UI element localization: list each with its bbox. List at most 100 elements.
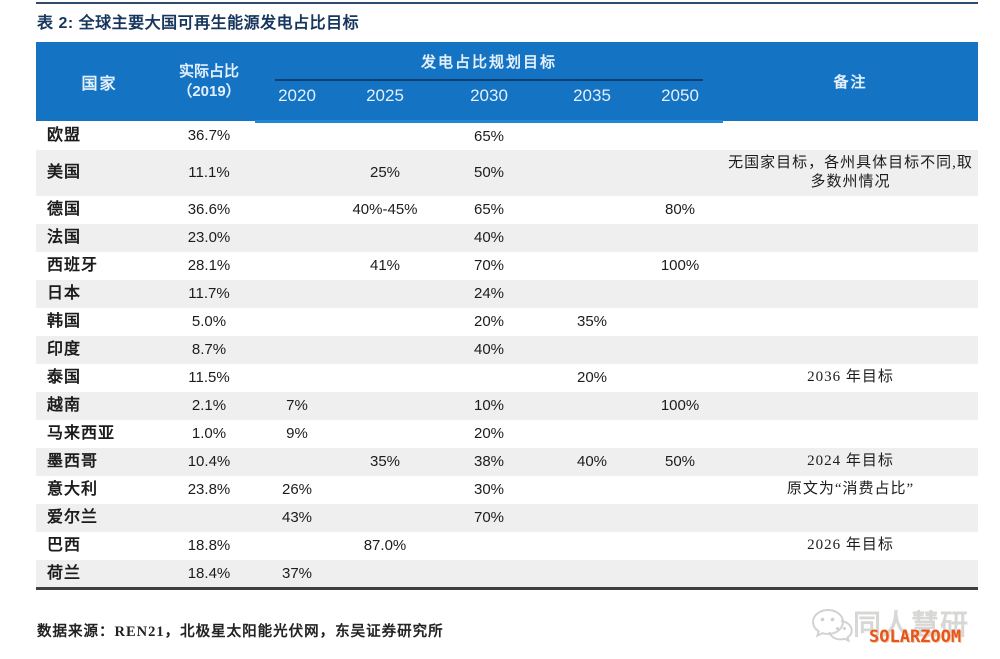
actual-share-cell: 5.0% [191,313,227,330]
target-2020-cell: 9% [286,425,308,442]
country-cell: 爱尔兰 [47,509,99,526]
table-row: 意大利 23.8% 26% 30% 原文为“消费占比” [36,476,978,504]
top-divider-rule [36,2,978,4]
country-cell: 美国 [47,164,82,181]
target-2025-cell: 35% [369,453,401,470]
target-2020-cell [255,364,339,392]
table-header: 国家 实际占比 （2019） 发电占比规划目标 备注 2020 2025 203… [36,42,978,123]
target-2030-cell: 24% [473,285,505,302]
target-2050-cell [637,336,723,364]
note-cell [723,559,978,590]
target-2035-cell [547,336,637,364]
table-row: 韩国 5.0% 20% 35% [36,308,978,336]
target-2050-cell [637,121,723,150]
table-row: 泰国 11.5% 20% 2036 年目标 [36,364,978,392]
country-cell: 法国 [47,229,82,246]
actual-share-cell: 23.0% [187,229,231,246]
target-2020-cell [255,121,339,150]
target-2035-cell [547,559,637,590]
target-2050-cell: 80% [664,201,696,218]
col-header-2035: 2035 [547,81,637,123]
country-cell: 韩国 [47,313,82,330]
target-2035-cell [547,476,637,504]
target-2050-cell [637,280,723,308]
note-cell: 2026 年目标 [807,537,894,553]
wechat-icon [811,608,853,643]
actual-share-cell [163,504,255,532]
target-2050-cell [637,532,723,560]
watermark: 同人慧研 SOLARZOOM [811,601,986,653]
note-cell: 2036 年目标 [807,369,894,385]
table-row: 越南 2.1% 7% 10% 100% [36,391,978,420]
target-2035-cell [547,420,637,448]
target-2025-cell: 41% [369,257,401,274]
target-2020-cell [255,150,339,196]
note-cell [723,308,978,336]
table-row: 法国 23.0% 40% [36,223,978,252]
table-title: 表 2: 全球主要大国可再生能源发电占比目标 [37,15,360,32]
country-cell: 巴西 [47,537,82,554]
target-2020-cell [255,252,339,280]
actual-share-cell: 23.8% [187,481,231,498]
data-source-note: 数据来源：REN21，北极星太阳能光伏网，东吴证券研究所 [37,624,444,640]
target-2050-cell [637,364,723,392]
target-2035-cell: 20% [576,369,608,386]
group-header-label: 发电占比规划目标 [275,51,703,81]
target-2030-cell: 40% [473,341,505,358]
target-2035-cell [547,392,637,420]
target-2030-cell: 70% [473,509,505,526]
actual-share-cell: 28.1% [187,257,231,274]
actual-share-cell: 10.4% [187,453,231,470]
actual-share-cell: 18.4% [163,559,255,590]
target-2030-cell: 70% [473,257,505,274]
col-header-2030: 2030 [431,81,547,123]
target-2020-cell: 43% [281,509,313,526]
table-body: 欧盟 36.7% 65% 美国 11.1% 25% 50% 无国家目标，各州具体目标不同,取多… [36,121,978,590]
note-cell [723,504,978,532]
target-2020-cell: 37% [255,559,339,590]
note-cell [723,224,978,252]
target-2035-cell [547,121,637,150]
actual-share-cell: 11.1% [188,164,230,181]
col-header-2025: 2025 [339,81,431,123]
target-2050-cell: 100% [660,257,700,274]
target-2035-cell [547,532,637,560]
actual-share-cell: 36.7% [187,126,231,144]
target-2020-cell [255,336,339,364]
table-row: 马来西亚 1.0% 9% 20% [36,420,978,448]
target-2050-cell [637,224,723,252]
target-2050-cell [637,150,723,196]
col-header-2020: 2020 [255,81,339,123]
target-2050-cell: 50% [664,453,696,470]
note-cell: 2024 年目标 [807,453,894,469]
col-group-header-planned-targets: 发电占比规划目标 [255,42,723,81]
table-row: 德国 36.6% 40%-45% 65% 80% [36,196,978,224]
target-2035-cell [547,280,637,308]
target-2050-cell [637,559,723,590]
country-cell: 德国 [47,201,82,218]
note-cell: 原文为“消费占比” [786,481,915,497]
country-cell: 印度 [47,341,82,358]
target-2020-cell: 7% [286,397,308,414]
actual-share-cell: 36.6% [187,201,231,218]
target-2030-cell: 38% [473,453,505,470]
table-row: 荷兰 18.4% 37% [36,559,978,590]
target-2025-cell [339,392,431,420]
target-2025-cell [339,308,431,336]
country-cell: 越南 [47,397,82,414]
target-2025-cell [339,364,431,392]
target-2035-cell: 40% [576,453,608,470]
target-2035-cell [547,252,637,280]
target-2030-cell [431,532,547,560]
target-2025-cell: 87.0% [363,537,407,554]
note-cell [723,392,978,420]
target-2030-cell [431,364,547,392]
target-2020-cell [255,280,339,308]
target-2020-cell [255,532,339,560]
target-2025-cell [339,420,431,448]
note-cell [723,280,978,308]
actual-share-cell: 18.8% [187,537,231,554]
target-2030-cell: 50% [473,164,505,181]
note-cell [723,420,978,448]
actual-share-cell: 1.0% [191,425,227,442]
